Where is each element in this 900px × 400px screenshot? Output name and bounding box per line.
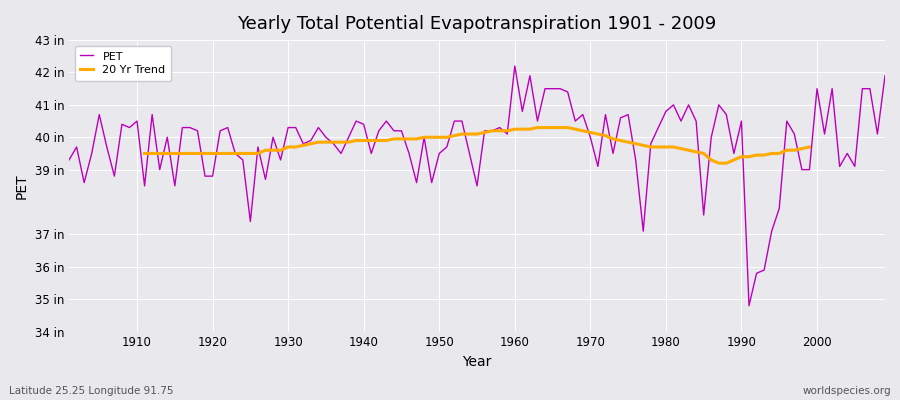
PET xyxy=(879,73,890,78)
PET xyxy=(743,303,754,308)
20 Yr Trend xyxy=(532,125,543,130)
20 Yr Trend xyxy=(804,144,814,149)
20 Yr Trend xyxy=(396,136,407,141)
X-axis label: Year: Year xyxy=(463,355,491,369)
20 Yr Trend xyxy=(743,154,754,159)
Text: Latitude 25.25 Longitude 91.75: Latitude 25.25 Longitude 91.75 xyxy=(9,386,174,396)
20 Yr Trend xyxy=(479,130,490,135)
Title: Yearly Total Potential Evapotranspiration 1901 - 2009: Yearly Total Potential Evapotranspiratio… xyxy=(238,15,716,33)
PET xyxy=(509,64,520,68)
20 Yr Trend xyxy=(140,151,150,156)
Y-axis label: PET: PET xyxy=(15,173,29,199)
Text: worldspecies.org: worldspecies.org xyxy=(803,386,891,396)
PET xyxy=(608,151,618,156)
PET xyxy=(291,125,302,130)
20 Yr Trend xyxy=(207,151,218,156)
Line: 20 Yr Trend: 20 Yr Trend xyxy=(145,128,809,163)
20 Yr Trend xyxy=(275,148,286,153)
PET xyxy=(124,125,135,130)
PET xyxy=(517,109,527,114)
20 Yr Trend xyxy=(714,161,724,166)
20 Yr Trend xyxy=(222,151,233,156)
PET xyxy=(336,151,346,156)
Line: PET: PET xyxy=(69,66,885,306)
PET xyxy=(64,158,75,162)
Legend: PET, 20 Yr Trend: PET, 20 Yr Trend xyxy=(75,46,171,81)
PET xyxy=(502,132,513,136)
